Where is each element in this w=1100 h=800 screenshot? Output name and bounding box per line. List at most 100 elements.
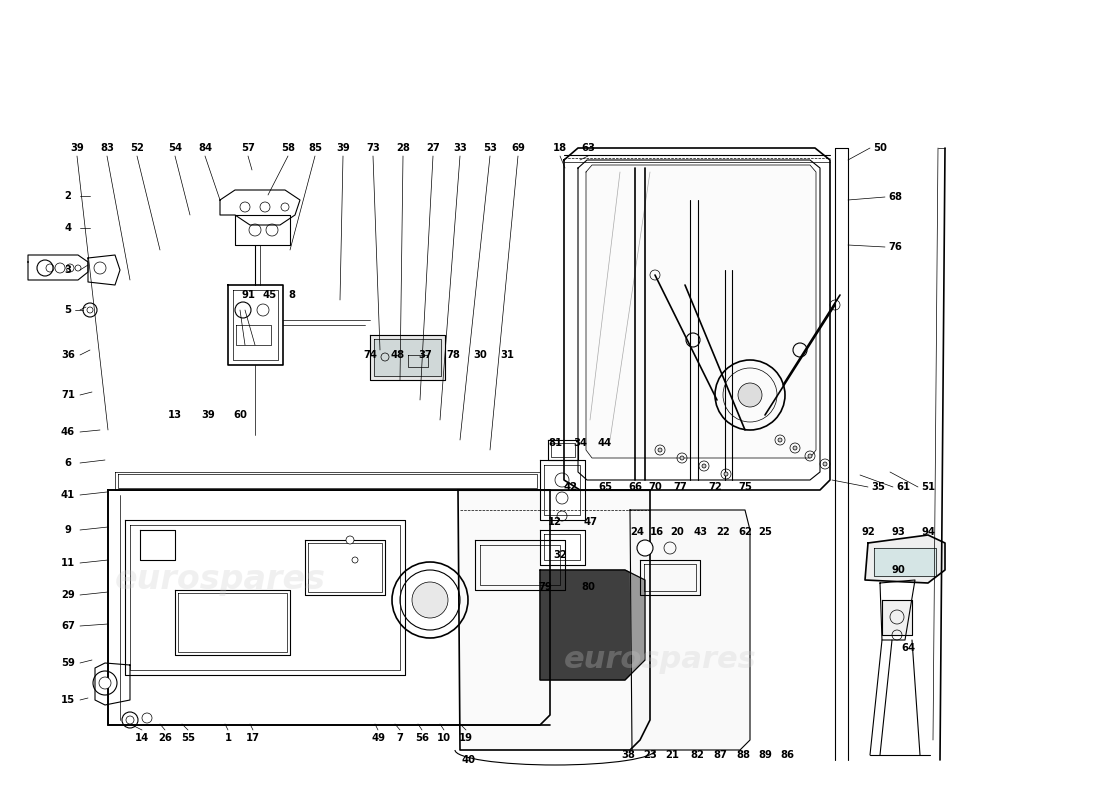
Text: 88: 88 [736, 750, 750, 760]
Text: 67: 67 [62, 621, 75, 631]
Text: 50: 50 [873, 143, 887, 153]
Polygon shape [874, 548, 936, 576]
Circle shape [87, 307, 94, 313]
Text: 85: 85 [308, 143, 322, 153]
Text: 31: 31 [500, 350, 514, 360]
Text: 41: 41 [60, 490, 75, 500]
Text: 32: 32 [553, 550, 566, 560]
Text: 56: 56 [415, 733, 429, 743]
Text: 61: 61 [895, 482, 910, 492]
Text: 53: 53 [483, 143, 497, 153]
Text: 34: 34 [573, 438, 587, 448]
Polygon shape [235, 215, 290, 245]
Text: 33: 33 [453, 143, 466, 153]
Text: 40: 40 [461, 755, 475, 765]
Circle shape [658, 448, 662, 452]
Text: 26: 26 [158, 733, 172, 743]
Text: 37: 37 [418, 350, 432, 360]
Text: 35: 35 [871, 482, 884, 492]
Text: 2: 2 [65, 191, 72, 201]
Circle shape [823, 462, 827, 466]
Text: 63: 63 [581, 143, 595, 153]
Text: 52: 52 [130, 143, 144, 153]
Circle shape [702, 464, 706, 468]
Text: 76: 76 [888, 242, 902, 252]
Text: 60: 60 [233, 410, 246, 420]
Text: 13: 13 [168, 410, 182, 420]
Polygon shape [370, 335, 446, 380]
Text: 49: 49 [371, 733, 385, 743]
Text: 48: 48 [390, 350, 405, 360]
Polygon shape [865, 535, 945, 583]
Text: 28: 28 [396, 143, 410, 153]
Polygon shape [28, 255, 88, 280]
Text: 3: 3 [65, 265, 72, 275]
Circle shape [37, 260, 53, 276]
Circle shape [352, 557, 358, 563]
Text: 16: 16 [650, 527, 664, 537]
Text: 20: 20 [670, 527, 684, 537]
Text: 66: 66 [628, 482, 642, 492]
Text: 11: 11 [60, 558, 75, 568]
Text: 58: 58 [280, 143, 295, 153]
Text: 44: 44 [598, 438, 612, 448]
Text: 46: 46 [60, 427, 75, 437]
Polygon shape [540, 460, 585, 520]
Polygon shape [458, 490, 650, 750]
Polygon shape [88, 255, 120, 285]
Text: 92: 92 [861, 527, 875, 537]
Text: eurospares: eurospares [114, 563, 326, 597]
Text: 89: 89 [758, 750, 772, 760]
Circle shape [99, 677, 111, 689]
Circle shape [126, 716, 134, 724]
Text: 71: 71 [60, 390, 75, 400]
Circle shape [724, 472, 728, 476]
Polygon shape [882, 600, 912, 635]
Text: 21: 21 [666, 750, 679, 760]
Text: 47: 47 [583, 517, 597, 527]
Circle shape [808, 454, 812, 458]
Polygon shape [228, 285, 283, 365]
Polygon shape [374, 339, 441, 376]
Text: 84: 84 [198, 143, 212, 153]
Circle shape [680, 456, 684, 460]
Text: 1: 1 [224, 733, 232, 743]
Circle shape [637, 540, 653, 556]
Text: 59: 59 [62, 658, 75, 668]
Text: 27: 27 [426, 143, 440, 153]
Text: 9: 9 [65, 525, 72, 535]
Circle shape [778, 438, 782, 442]
Text: 83: 83 [100, 143, 114, 153]
Text: 6: 6 [65, 458, 72, 468]
Text: 80: 80 [581, 582, 595, 592]
Polygon shape [586, 165, 816, 458]
Text: 55: 55 [182, 733, 195, 743]
Circle shape [412, 582, 448, 618]
Text: 78: 78 [447, 350, 460, 360]
Text: 68: 68 [888, 192, 902, 202]
Text: 74: 74 [363, 350, 377, 360]
Circle shape [793, 446, 798, 450]
Text: 25: 25 [758, 527, 772, 537]
Text: 81: 81 [548, 438, 562, 448]
Text: 19: 19 [459, 733, 473, 743]
Text: 72: 72 [708, 482, 722, 492]
Text: 86: 86 [780, 750, 794, 760]
Text: 24: 24 [630, 527, 644, 537]
Circle shape [94, 262, 106, 274]
Text: 39: 39 [70, 143, 84, 153]
Text: 39: 39 [201, 410, 214, 420]
Circle shape [346, 536, 354, 544]
Text: 77: 77 [673, 482, 686, 492]
Text: 23: 23 [644, 750, 657, 760]
Text: 14: 14 [135, 733, 150, 743]
Text: 90: 90 [891, 565, 905, 575]
Polygon shape [540, 530, 585, 565]
Text: 54: 54 [168, 143, 183, 153]
Text: 30: 30 [473, 350, 487, 360]
Polygon shape [220, 190, 300, 225]
Text: 7: 7 [397, 733, 404, 743]
Text: 22: 22 [716, 527, 730, 537]
Text: 94: 94 [921, 527, 935, 537]
Text: 10: 10 [437, 733, 451, 743]
